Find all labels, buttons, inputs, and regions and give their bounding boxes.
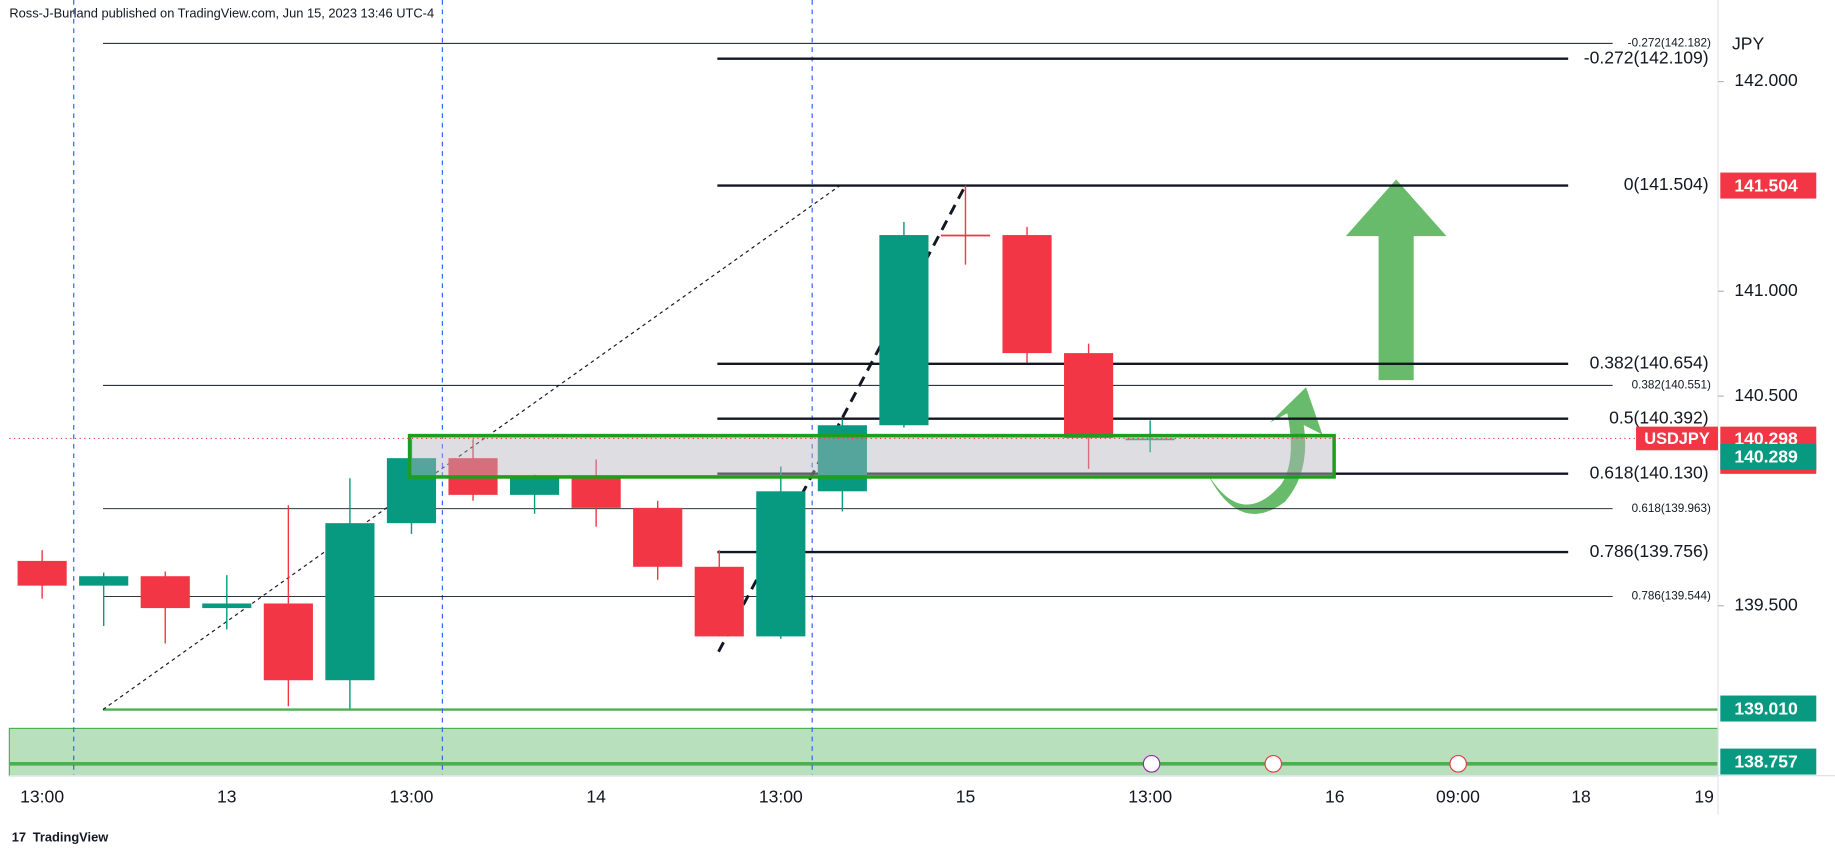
fib-label: 0(141.504) (1624, 174, 1709, 194)
fib-label: 0.618(140.130) (1590, 462, 1709, 482)
price-tag (1720, 695, 1817, 722)
candle-body (756, 491, 806, 637)
price-tag (1720, 748, 1817, 775)
candle-body (1125, 438, 1175, 441)
fib-label: -0.272(142.109) (1584, 47, 1709, 67)
fib-label: 0.618(139.963) (1632, 502, 1711, 515)
header: Ross-J-Burland published on TradingView.… (9, 6, 434, 21)
candle-body (940, 234, 991, 237)
support-zone (8, 727, 1719, 777)
candle-body (263, 603, 313, 681)
x-tick-label: 13 (217, 787, 237, 807)
y-tick-label: 140.500 (1734, 385, 1798, 405)
x-tick-label: 09:00 (1436, 787, 1480, 807)
candle-body (694, 566, 744, 637)
x-tick-label: 13:00 (390, 787, 434, 807)
candle-body (17, 560, 67, 586)
y-tick-label: 142.000 (1734, 70, 1798, 90)
currency: JPY (1732, 33, 1764, 53)
x-tick-label: 16 (1325, 787, 1345, 807)
trend-line (102, 184, 841, 710)
candle-body (386, 458, 437, 524)
price-tag-label: 140.298 (1734, 428, 1798, 448)
candle-body (1064, 353, 1114, 439)
candle-body (79, 576, 129, 586)
candle-body (879, 235, 929, 426)
price-tag (1720, 443, 1817, 470)
x-tick-label: 13:00 (1128, 787, 1172, 807)
x-tick-label: 13:00 (759, 787, 803, 807)
range-box (407, 433, 1336, 479)
x-tick-label: 14 (586, 787, 606, 807)
candle-body (571, 478, 621, 508)
fib-label: 0.5(140.392) (1609, 407, 1709, 427)
logo: 17 (12, 830, 26, 845)
price-tag-label: 141.504 (1734, 175, 1798, 195)
price-tag (1636, 426, 1718, 451)
y-tick-label: 141.000 (1734, 280, 1798, 300)
candle-body (633, 507, 683, 567)
fib-label: 0.382(140.551) (1632, 378, 1711, 391)
x-tick-label: 13:00 (20, 787, 64, 807)
candle-body (510, 478, 560, 495)
price-tag-label: 140.289 (1734, 447, 1798, 467)
x-tick-label: 18 (1571, 787, 1591, 807)
x-tick-label: 19 (1694, 787, 1714, 807)
y-tick-label: 139.500 (1734, 594, 1798, 614)
price-tag-label: 138.757 (1734, 751, 1798, 771)
candle-body (202, 603, 252, 609)
event-icon[interactable] (1264, 754, 1283, 773)
event-icon[interactable] (1142, 754, 1161, 773)
fib-label: 0.786(139.756) (1590, 541, 1709, 561)
price-tag-symbol: USDJPY (1644, 430, 1710, 448)
candles (17, 185, 1175, 709)
fib-label: -0.272(142.182) (1628, 36, 1711, 49)
candle-body (325, 523, 375, 681)
candle-body (140, 576, 190, 609)
fib-label: 0.786(139.544) (1632, 590, 1711, 603)
up-arrow (1345, 179, 1447, 381)
price-tag-label: 139.010 (1734, 698, 1798, 718)
candle-body (1002, 235, 1052, 354)
x-tick-label: 15 (956, 787, 976, 807)
price-tag (1720, 172, 1817, 199)
event-icon[interactable] (1449, 754, 1467, 773)
footer: TradingView (33, 830, 109, 845)
fib-label: 0.382(140.654) (1590, 352, 1709, 372)
